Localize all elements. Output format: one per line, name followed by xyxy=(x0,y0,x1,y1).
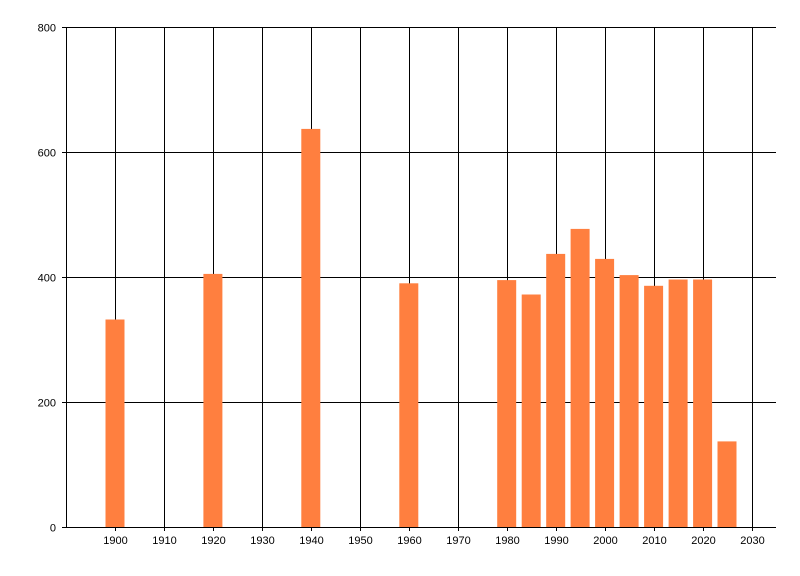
x-tick-label: 1950 xyxy=(348,535,372,547)
x-tick-label: 1990 xyxy=(544,535,568,547)
grid-lines xyxy=(66,27,776,528)
bar-1985 xyxy=(521,294,541,527)
x-tick-label: 1960 xyxy=(397,535,421,547)
y-tick-label: 400 xyxy=(38,273,56,285)
x-tick-label: 1910 xyxy=(152,535,176,547)
x-tick-label: 1920 xyxy=(201,535,225,547)
x-tick-label: 1940 xyxy=(299,535,323,547)
bar-2025 xyxy=(717,441,737,527)
bar-2010 xyxy=(644,285,664,528)
x-tick-label: 1900 xyxy=(103,535,127,547)
bar-1990 xyxy=(546,253,566,527)
bar-2020 xyxy=(693,279,713,527)
x-tick-label: 2020 xyxy=(691,535,715,547)
y-tick-label: 800 xyxy=(38,23,56,35)
y-tick-label: 200 xyxy=(38,398,56,410)
bars xyxy=(105,128,737,528)
bar-1900 xyxy=(105,319,125,527)
bar-1960 xyxy=(399,283,419,528)
x-axis-ticks: 1900 1910 1920 1930 1940 1950 1960 1970 1980 1990… xyxy=(103,527,765,547)
bar-1980 xyxy=(497,280,517,527)
x-tick-label: 2000 xyxy=(593,535,617,547)
bar-1920 xyxy=(203,273,223,527)
bar-1940 xyxy=(301,128,321,527)
y-tick-label: 600 xyxy=(38,148,56,160)
bar-2000 xyxy=(595,258,615,527)
y-axis-ticks: 0 200 400 600 800 xyxy=(38,23,66,535)
x-tick-label: 2030 xyxy=(740,535,764,547)
x-tick-label: 1980 xyxy=(495,535,519,547)
bar-1995 xyxy=(570,228,590,527)
x-tick-label: 2010 xyxy=(642,535,666,547)
x-tick-label: 1930 xyxy=(250,535,274,547)
y-tick-label: 0 xyxy=(50,523,56,535)
bar-2015 xyxy=(668,279,688,527)
x-tick-label: 1970 xyxy=(446,535,470,547)
bar-2005 xyxy=(619,275,639,527)
axes xyxy=(66,27,776,528)
